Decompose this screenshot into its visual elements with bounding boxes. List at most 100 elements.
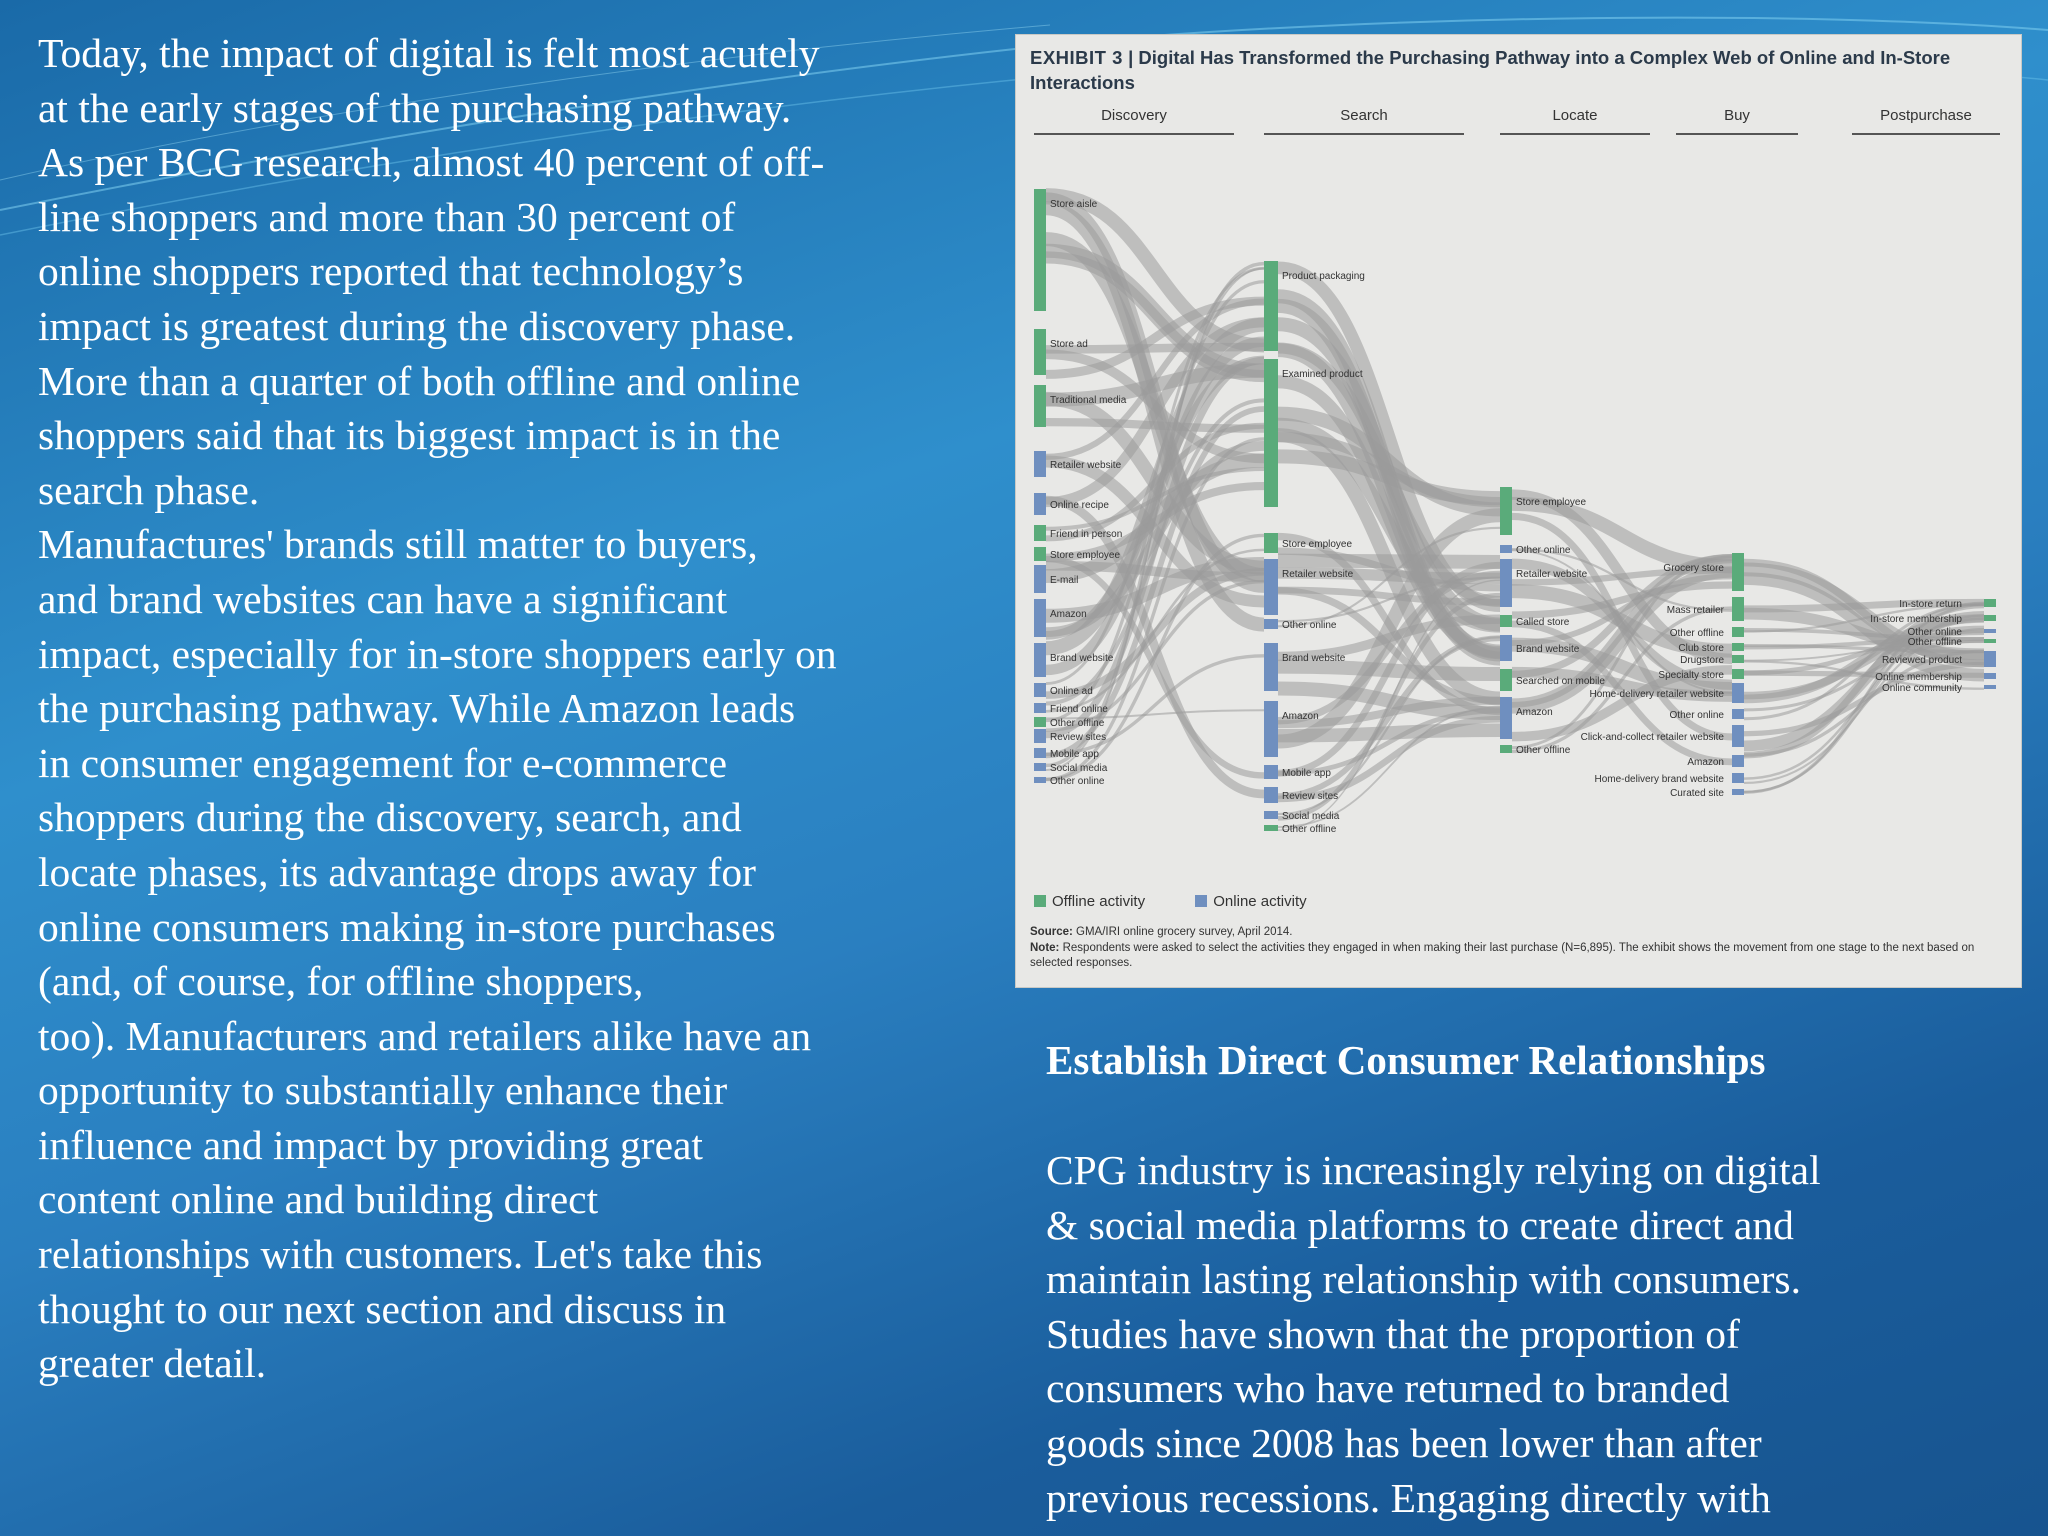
node-discovery-6 bbox=[1034, 547, 1046, 561]
flow-discovery-14-1 bbox=[1045, 654, 1265, 757]
node-label-discovery-1: Store ad bbox=[1050, 339, 1088, 350]
node-label-search-9: Social media bbox=[1282, 811, 1340, 822]
node-discovery-3 bbox=[1034, 451, 1046, 477]
flow-search-1-2 bbox=[1277, 375, 1501, 660]
node-label-discovery-6: Store employee bbox=[1050, 550, 1120, 561]
node-discovery-5 bbox=[1034, 525, 1046, 541]
node-search-0 bbox=[1264, 261, 1278, 351]
node-discovery-15 bbox=[1034, 763, 1046, 771]
flow-search-10-1 bbox=[1277, 706, 1501, 828]
node-label-discovery-15: Social media bbox=[1050, 763, 1108, 774]
node-label-search-4: Other online bbox=[1282, 620, 1337, 631]
node-label-search-6: Amazon bbox=[1282, 711, 1319, 722]
node-label-postpurchase-5: Online membership bbox=[1875, 672, 1962, 683]
node-discovery-12 bbox=[1034, 717, 1046, 727]
node-label-search-1: Examined product bbox=[1282, 369, 1363, 380]
node-locate-1 bbox=[1500, 545, 1512, 553]
node-locate-0 bbox=[1500, 487, 1512, 535]
node-postpurchase-0 bbox=[1984, 599, 1996, 607]
node-discovery-0 bbox=[1034, 189, 1046, 311]
node-label-search-5: Brand website bbox=[1282, 653, 1346, 664]
flow-buy-11-1 bbox=[1743, 603, 1985, 794]
node-label-locate-1: Other online bbox=[1516, 545, 1571, 556]
exhibit-title-separator: | bbox=[1128, 47, 1139, 68]
node-label-search-7: Mobile app bbox=[1282, 768, 1331, 779]
node-label-postpurchase-6: Online community bbox=[1882, 683, 1962, 694]
node-discovery-4 bbox=[1034, 493, 1046, 515]
node-buy-2 bbox=[1732, 627, 1744, 637]
node-label-discovery-14: Mobile app bbox=[1050, 749, 1099, 760]
flow-search-6-2 bbox=[1277, 570, 1501, 725]
legend: Offline activity Online activity bbox=[1034, 893, 1353, 910]
flow-discovery-4-1 bbox=[1045, 495, 1265, 799]
node-postpurchase-3 bbox=[1984, 639, 1996, 643]
node-buy-4 bbox=[1732, 655, 1744, 663]
node-locate-3 bbox=[1500, 615, 1512, 627]
node-discovery-16 bbox=[1034, 777, 1046, 783]
node-buy-7 bbox=[1732, 709, 1744, 719]
source-text: GMA/IRI online grocery survey, April 201… bbox=[1076, 926, 1293, 938]
node-label-buy-11: Curated site bbox=[1670, 788, 1724, 799]
exhibit-notes: Source: GMA/IRI online grocery survey, A… bbox=[1030, 925, 2005, 972]
node-buy-3 bbox=[1732, 643, 1744, 651]
node-label-discovery-10: Online ad bbox=[1050, 686, 1093, 697]
node-buy-6 bbox=[1732, 683, 1744, 703]
node-label-discovery-9: Brand website bbox=[1050, 653, 1114, 664]
exhibit-figure: EXHIBIT 3 | Digital Has Transformed the … bbox=[1015, 34, 2022, 988]
node-label-search-3: Retailer website bbox=[1282, 569, 1354, 580]
flow-locate-3-1 bbox=[1511, 620, 1733, 766]
node-label-locate-2: Retailer website bbox=[1516, 569, 1588, 580]
node-search-7 bbox=[1264, 765, 1278, 779]
stage-buy: Buy bbox=[1676, 107, 1798, 135]
node-label-discovery-3: Retailer website bbox=[1050, 460, 1122, 471]
body-text-right: CPG industry is increasingly relying on … bbox=[1046, 1147, 1821, 1521]
flow-locate-7-1 bbox=[1511, 606, 1733, 754]
flow-search-1-1 bbox=[1277, 406, 1501, 517]
node-buy-10 bbox=[1732, 773, 1744, 783]
node-label-locate-3: Called store bbox=[1516, 617, 1570, 628]
node-discovery-14 bbox=[1034, 748, 1046, 758]
node-label-postpurchase-1: In-store membership bbox=[1870, 614, 1962, 625]
flow-discovery-1-2 bbox=[1045, 296, 1265, 379]
body-text-left: Today, the impact of digital is felt mos… bbox=[38, 30, 837, 1387]
node-label-locate-4: Brand website bbox=[1516, 644, 1580, 655]
node-buy-11 bbox=[1732, 789, 1744, 795]
legend-online: Online activity bbox=[1195, 893, 1307, 910]
flow-search-7-1 bbox=[1277, 708, 1501, 776]
exhibit-label: EXHIBIT 3 bbox=[1030, 47, 1123, 68]
node-postpurchase-5 bbox=[1984, 673, 1996, 679]
node-label-buy-2: Other offline bbox=[1670, 628, 1725, 639]
node-label-buy-0: Grocery store bbox=[1663, 563, 1724, 574]
flow-search-6-3 bbox=[1277, 723, 1501, 743]
node-search-2 bbox=[1264, 533, 1278, 553]
stage-discovery: Discovery bbox=[1034, 107, 1234, 135]
flow-buy-3-1 bbox=[1743, 637, 1985, 650]
flow-discovery-12-0 bbox=[1045, 280, 1265, 723]
flow-search-2-0 bbox=[1277, 547, 1501, 592]
node-label-postpurchase-4: Reviewed product bbox=[1882, 655, 1962, 666]
node-label-search-10: Other offline bbox=[1282, 824, 1337, 835]
flow-search-7-0 bbox=[1277, 561, 1501, 777]
flow-search-3-2 bbox=[1277, 553, 1501, 569]
flow-locate-5-0 bbox=[1511, 666, 1733, 702]
node-label-search-8: Review sites bbox=[1282, 791, 1338, 802]
legend-offline-label: Offline activity bbox=[1052, 893, 1146, 910]
node-discovery-11 bbox=[1034, 703, 1046, 713]
node-label-discovery-8: Amazon bbox=[1050, 609, 1087, 620]
node-discovery-9 bbox=[1034, 643, 1046, 677]
stage-headers: Discovery Search Locate Buy Postpurchase bbox=[1016, 107, 2023, 147]
node-label-discovery-11: Friend online bbox=[1050, 704, 1108, 715]
flow-search-8-1 bbox=[1277, 715, 1501, 803]
node-label-search-2: Store employee bbox=[1282, 539, 1352, 550]
node-locate-4 bbox=[1500, 635, 1512, 661]
stage-search: Search bbox=[1264, 107, 1464, 135]
node-label-discovery-7: E-mail bbox=[1050, 575, 1078, 586]
node-search-1 bbox=[1264, 359, 1278, 507]
node-search-5 bbox=[1264, 643, 1278, 691]
node-buy-1 bbox=[1732, 597, 1744, 621]
flow-locate-2-0 bbox=[1511, 567, 1733, 586]
node-search-4 bbox=[1264, 619, 1278, 629]
node-search-6 bbox=[1264, 701, 1278, 757]
flow-buy-10-0 bbox=[1743, 628, 1985, 785]
node-label-discovery-2: Traditional media bbox=[1050, 395, 1127, 406]
